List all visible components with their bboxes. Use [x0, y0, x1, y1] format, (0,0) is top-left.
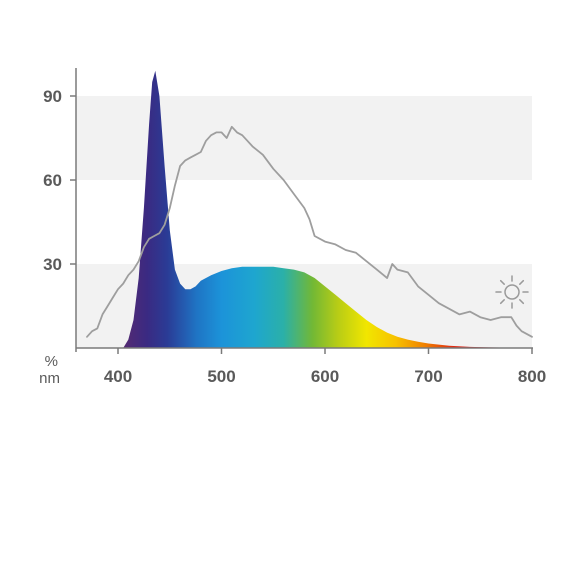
x-axis-unit-label: nm	[39, 370, 60, 387]
sun-icon-ray	[519, 299, 525, 305]
x-tick-label-400: 400	[104, 367, 132, 386]
spectrum-area	[123, 70, 533, 349]
sun-icon	[495, 275, 529, 309]
sun-icon-disc	[504, 284, 520, 300]
plot-area	[86, 70, 533, 349]
sun-icon-ray	[499, 299, 505, 305]
x-tick-label-600: 600	[311, 367, 339, 386]
y-tick-label-60: 60	[43, 171, 62, 190]
sun-icon-ray	[519, 279, 525, 285]
y-tick-label-90: 90	[43, 87, 62, 106]
x-tick-label-700: 700	[414, 367, 442, 386]
axes: 30 60 90 400 500 600 700 800%nm	[39, 68, 546, 387]
x-tick-label-500: 500	[207, 367, 235, 386]
x-tick-label-800: 800	[518, 367, 546, 386]
daylight-line	[86, 125, 533, 338]
sun-icon-ray	[499, 279, 505, 285]
y-axis-unit-label: %	[45, 353, 58, 370]
grid-band-1	[76, 96, 532, 180]
y-tick-label-30: 30	[43, 255, 62, 274]
